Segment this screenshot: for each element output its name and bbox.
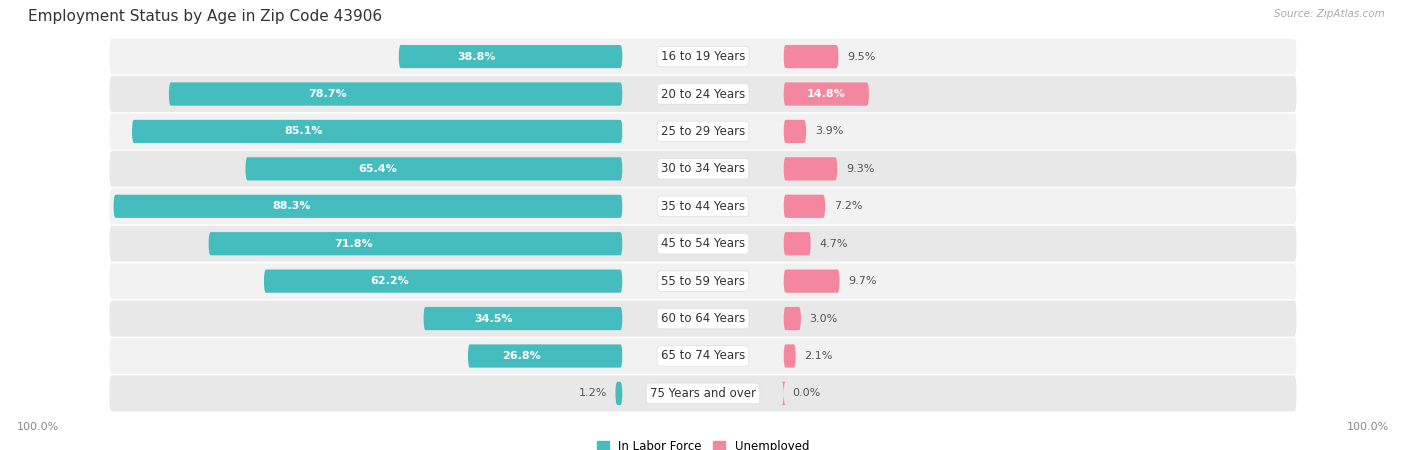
FancyBboxPatch shape bbox=[110, 263, 1296, 299]
FancyBboxPatch shape bbox=[783, 45, 838, 68]
Text: 71.8%: 71.8% bbox=[335, 238, 373, 249]
Text: 16 to 19 Years: 16 to 19 Years bbox=[661, 50, 745, 63]
Text: 62.2%: 62.2% bbox=[370, 276, 409, 286]
FancyBboxPatch shape bbox=[783, 120, 806, 143]
FancyBboxPatch shape bbox=[783, 82, 869, 106]
Text: 55 to 59 Years: 55 to 59 Years bbox=[661, 274, 745, 288]
FancyBboxPatch shape bbox=[782, 382, 786, 405]
Text: 1.2%: 1.2% bbox=[578, 388, 607, 398]
FancyBboxPatch shape bbox=[114, 195, 623, 218]
Text: 3.9%: 3.9% bbox=[815, 126, 844, 136]
Text: 14.8%: 14.8% bbox=[807, 89, 845, 99]
FancyBboxPatch shape bbox=[783, 307, 801, 330]
FancyBboxPatch shape bbox=[783, 157, 837, 180]
Text: 25 to 29 Years: 25 to 29 Years bbox=[661, 125, 745, 138]
FancyBboxPatch shape bbox=[110, 151, 1296, 187]
Text: 9.7%: 9.7% bbox=[848, 276, 877, 286]
FancyBboxPatch shape bbox=[246, 157, 623, 180]
FancyBboxPatch shape bbox=[783, 232, 811, 255]
Legend: In Labor Force, Unemployed: In Labor Force, Unemployed bbox=[592, 435, 814, 450]
FancyBboxPatch shape bbox=[783, 270, 839, 293]
Text: 30 to 34 Years: 30 to 34 Years bbox=[661, 162, 745, 176]
FancyBboxPatch shape bbox=[132, 120, 623, 143]
Text: Employment Status by Age in Zip Code 43906: Employment Status by Age in Zip Code 439… bbox=[28, 9, 382, 24]
FancyBboxPatch shape bbox=[110, 375, 1296, 411]
Text: 65.4%: 65.4% bbox=[359, 164, 396, 174]
FancyBboxPatch shape bbox=[468, 344, 623, 368]
Text: 4.7%: 4.7% bbox=[820, 238, 848, 249]
FancyBboxPatch shape bbox=[264, 270, 623, 293]
FancyBboxPatch shape bbox=[423, 307, 623, 330]
Text: 45 to 54 Years: 45 to 54 Years bbox=[661, 237, 745, 250]
FancyBboxPatch shape bbox=[399, 45, 623, 68]
Text: 3.0%: 3.0% bbox=[810, 314, 838, 324]
Text: 85.1%: 85.1% bbox=[284, 126, 323, 136]
Text: 35 to 44 Years: 35 to 44 Years bbox=[661, 200, 745, 213]
Text: 100.0%: 100.0% bbox=[1347, 422, 1389, 432]
Text: 9.5%: 9.5% bbox=[846, 52, 876, 62]
FancyBboxPatch shape bbox=[110, 188, 1296, 224]
Text: 7.2%: 7.2% bbox=[834, 201, 862, 212]
FancyBboxPatch shape bbox=[110, 301, 1296, 337]
FancyBboxPatch shape bbox=[110, 39, 1296, 75]
Text: 88.3%: 88.3% bbox=[273, 201, 311, 212]
FancyBboxPatch shape bbox=[110, 76, 1296, 112]
FancyBboxPatch shape bbox=[110, 338, 1296, 374]
Text: 38.8%: 38.8% bbox=[458, 52, 496, 62]
Text: 2.1%: 2.1% bbox=[804, 351, 832, 361]
FancyBboxPatch shape bbox=[783, 195, 825, 218]
Text: 100.0%: 100.0% bbox=[17, 422, 59, 432]
Text: 34.5%: 34.5% bbox=[474, 314, 512, 324]
Text: 65 to 74 Years: 65 to 74 Years bbox=[661, 350, 745, 363]
Text: 60 to 64 Years: 60 to 64 Years bbox=[661, 312, 745, 325]
Text: Source: ZipAtlas.com: Source: ZipAtlas.com bbox=[1274, 9, 1385, 19]
Text: 0.0%: 0.0% bbox=[793, 388, 821, 398]
FancyBboxPatch shape bbox=[110, 226, 1296, 262]
Text: 78.7%: 78.7% bbox=[308, 89, 347, 99]
FancyBboxPatch shape bbox=[616, 382, 623, 405]
FancyBboxPatch shape bbox=[110, 113, 1296, 149]
Text: 75 Years and over: 75 Years and over bbox=[650, 387, 756, 400]
FancyBboxPatch shape bbox=[783, 344, 796, 368]
FancyBboxPatch shape bbox=[169, 82, 623, 106]
Text: 9.3%: 9.3% bbox=[846, 164, 875, 174]
FancyBboxPatch shape bbox=[208, 232, 623, 255]
Text: 20 to 24 Years: 20 to 24 Years bbox=[661, 87, 745, 100]
Text: 26.8%: 26.8% bbox=[502, 351, 541, 361]
